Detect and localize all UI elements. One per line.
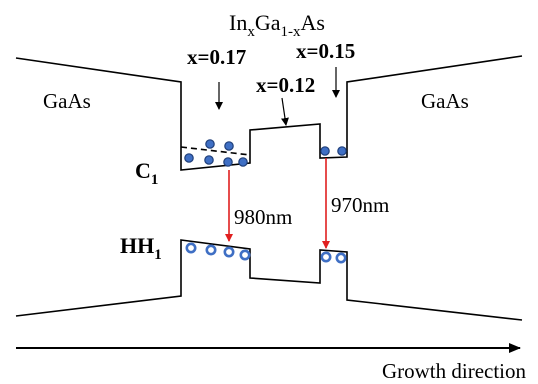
fermi-level-dashed bbox=[180, 146, 251, 156]
left-barrier-label: GaAs bbox=[43, 89, 91, 113]
right-barrier-label: GaAs bbox=[421, 89, 469, 113]
electron bbox=[205, 139, 215, 149]
hole bbox=[205, 244, 217, 256]
electron bbox=[223, 157, 233, 167]
electron bbox=[204, 155, 214, 165]
composition-left-well: x=0.17 bbox=[187, 45, 246, 69]
hole bbox=[239, 249, 251, 261]
conduction-band-edge bbox=[15, 55, 523, 171]
hole bbox=[185, 242, 197, 254]
transition-label-left: 980nm bbox=[234, 205, 292, 229]
pointer-arrow-middle-barrier bbox=[281, 97, 289, 126]
electron bbox=[184, 153, 194, 163]
hole bbox=[320, 251, 332, 263]
electron bbox=[320, 146, 330, 156]
material-formula: InxGa1-xAs bbox=[229, 10, 325, 40]
transition-label-right: 970nm bbox=[331, 193, 389, 217]
electrons bbox=[184, 139, 347, 167]
electron bbox=[238, 157, 248, 167]
electron bbox=[224, 141, 234, 151]
hole bbox=[223, 246, 235, 258]
composition-right-well: x=0.15 bbox=[296, 39, 355, 63]
heavy-hole-level-label: HH1 bbox=[120, 233, 162, 263]
valence-band-edge bbox=[15, 239, 523, 321]
growth-axis-label: Growth direction bbox=[382, 359, 527, 383]
composition-middle-barrier: x=0.12 bbox=[256, 73, 315, 97]
hole bbox=[335, 252, 347, 264]
conduction-level-label: C1 bbox=[135, 158, 158, 188]
electron bbox=[337, 146, 347, 156]
holes bbox=[185, 242, 347, 264]
